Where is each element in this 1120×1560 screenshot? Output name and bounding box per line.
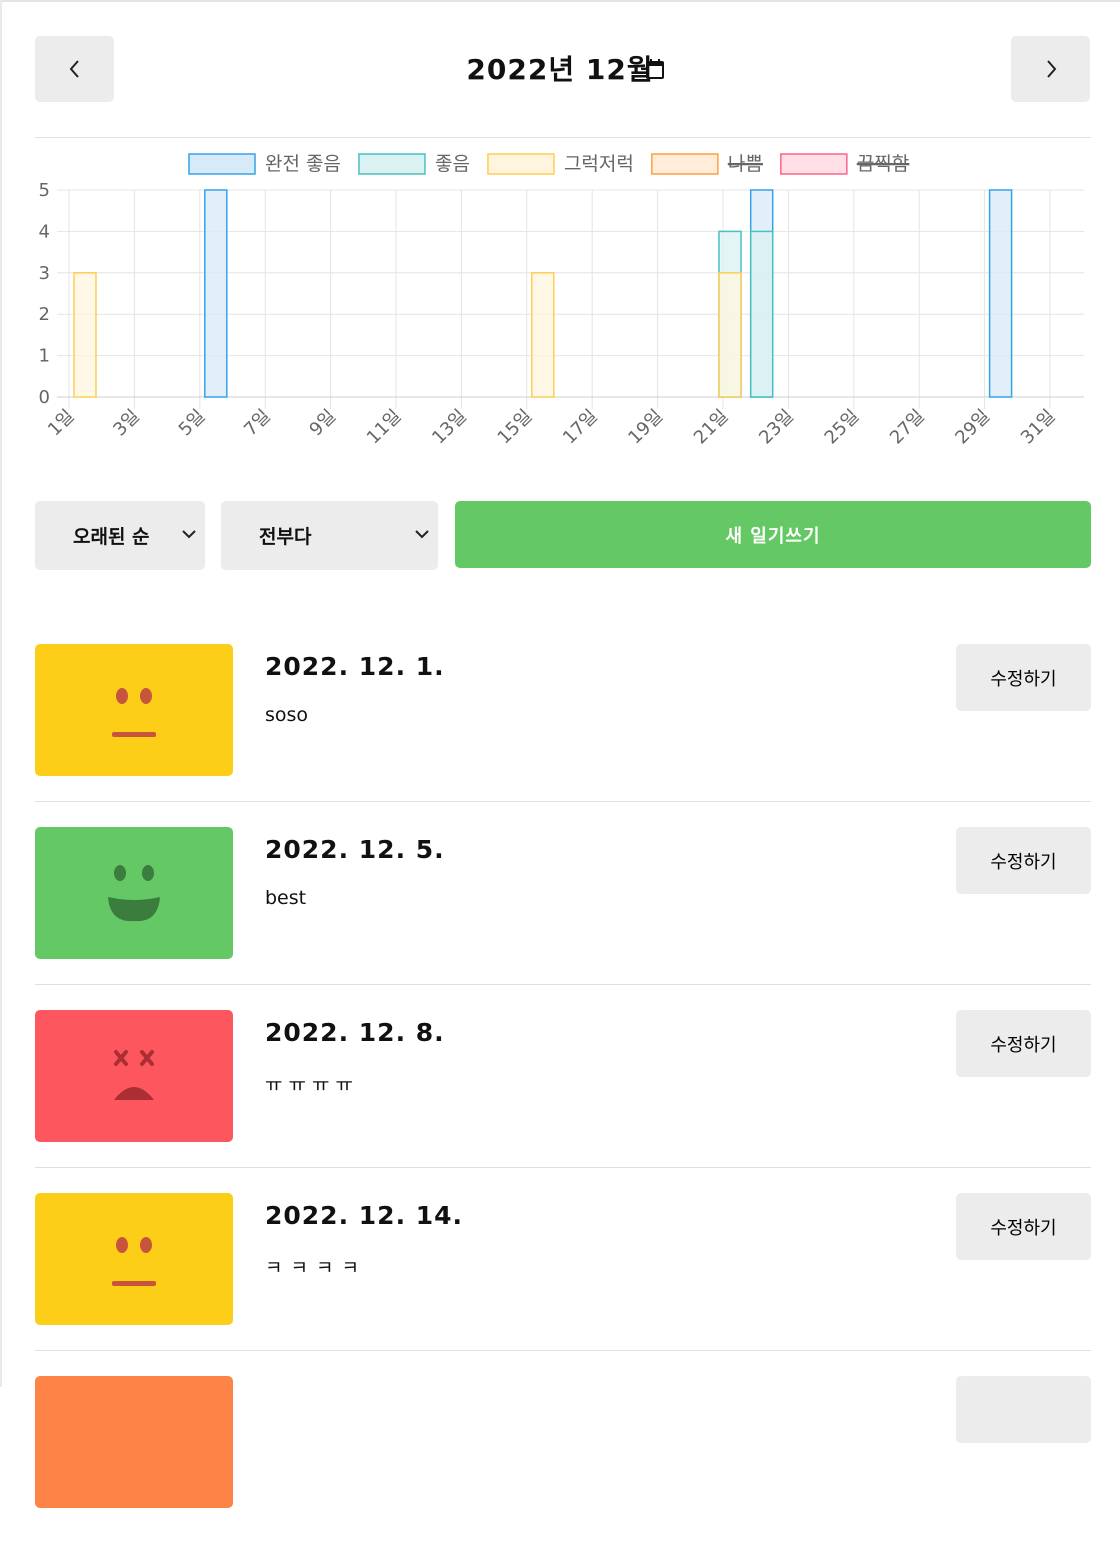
emotion-bar-chart: 0 1 2 3 4 5 1일 3일 5일 7일 9일 11일 13일 15일 17일 19일 21일 23일 25일… [39, 153, 1084, 449]
diary-content: best [265, 887, 307, 909]
edit-button[interactable]: 수정하기 [956, 827, 1091, 894]
diary-date: 2022. 12. 8. [265, 1018, 445, 1047]
x-tick-label: 21일 [690, 406, 733, 449]
diary-date: 2022. 12. 5. [265, 835, 445, 864]
y-tick-label: 0 [39, 387, 50, 408]
diary-content: ㅋㅋㅋㅋ [265, 1257, 367, 1279]
x-tick-label: 25일 [821, 406, 864, 449]
new-diary-button[interactable]: 새 일기쓰기 [455, 501, 1091, 568]
emotion-filter-value: 전부다 [259, 526, 312, 548]
x-tick-label: 13일 [428, 406, 471, 449]
y-tick-label: 3 [39, 263, 50, 284]
legend-label: 그럭저럭 [564, 153, 634, 175]
x-tick-label: 27일 [886, 406, 929, 449]
diary-item[interactable]: 2022. 12. 14. ㅋㅋㅋㅋ 수정하기 [35, 1193, 1091, 1377]
chevron-down-icon [182, 530, 196, 539]
sort-order-select[interactable]: 오래된 순 [35, 501, 205, 570]
diary-item[interactable]: 2022. 12. 5. best 수정하기 [35, 827, 1091, 1011]
emotion-badge[interactable] [35, 1193, 233, 1325]
bad-face-icon [104, 1412, 164, 1472]
emotion-badge[interactable] [35, 644, 233, 776]
bar [749, 230, 774, 398]
header-divider [35, 137, 1091, 138]
emotion-badge[interactable] [35, 1376, 233, 1508]
legend-swatch [188, 153, 256, 175]
calendar-icon[interactable] [645, 58, 665, 80]
emotion-filter-select[interactable]: 전부다 [221, 501, 438, 570]
item-divider [35, 984, 1091, 985]
chevron-down-icon [415, 530, 429, 539]
item-divider [35, 1350, 1091, 1351]
legend-label: 좋음 [435, 153, 470, 175]
legend-swatch [358, 153, 426, 175]
next-month-button[interactable] [1011, 36, 1090, 102]
diary-content: ㅠㅠㅠㅠ [265, 1074, 359, 1096]
x-tick-label: 19일 [624, 406, 667, 449]
x-tick-label: 17일 [559, 406, 602, 449]
x-tick-label: 11일 [363, 406, 406, 449]
diary-item[interactable] [35, 1376, 1091, 1560]
neutral-face-icon [112, 688, 156, 737]
emotion-badge[interactable] [35, 1010, 233, 1142]
diary-content: soso [265, 704, 309, 726]
legend-swatch [487, 153, 555, 175]
terrible-face-icon [114, 1050, 154, 1100]
item-divider [35, 1167, 1091, 1168]
edit-button[interactable]: 수정하기 [956, 644, 1091, 711]
x-tick-label: 1일 [44, 406, 79, 441]
x-tick-label: 31일 [1017, 406, 1060, 449]
x-tick-label: 29일 [951, 406, 994, 449]
diary-date: 2022. 12. 14. [265, 1201, 464, 1230]
x-tick-label: 7일 [240, 406, 275, 441]
y-tick-label: 4 [39, 221, 50, 242]
edit-button[interactable] [956, 1376, 1091, 1443]
diary-item[interactable]: 2022. 12. 8. ㅠㅠㅠㅠ 수정하기 [35, 1010, 1091, 1194]
chevron-right-icon [1046, 60, 1056, 78]
diary-item[interactable]: 2022. 12. 1. soso 수정하기 [35, 644, 1091, 828]
x-tick-label: 9일 [305, 406, 340, 441]
bar [988, 189, 1013, 398]
edit-button[interactable]: 수정하기 [956, 1010, 1091, 1077]
chevron-left-icon [69, 60, 79, 78]
sort-order-value: 오래된 순 [73, 526, 150, 548]
x-tick-label: 23일 [755, 406, 798, 449]
prev-month-button[interactable] [35, 36, 114, 102]
window-top-border [0, 0, 1120, 2]
x-tick-label: 15일 [494, 406, 537, 449]
edit-button[interactable]: 수정하기 [956, 1193, 1091, 1260]
bar [204, 189, 228, 398]
emotion-badge[interactable] [35, 827, 233, 959]
bar [73, 272, 97, 398]
item-divider [35, 801, 1091, 802]
happy-face-icon [108, 865, 160, 922]
legend-swatch [651, 153, 719, 175]
neutral-face-icon [112, 1237, 156, 1286]
y-tick-label: 1 [39, 346, 50, 367]
diary-date: 2022. 12. 1. [265, 652, 445, 681]
page-title: 2022년 12월 [466, 53, 654, 86]
legend-label: 완전 좋음 [265, 153, 341, 175]
y-tick-label: 2 [39, 304, 50, 325]
window-left-border [0, 0, 2, 1387]
x-tick-label: 3일 [109, 406, 144, 441]
bar [718, 272, 742, 398]
bar [531, 272, 555, 398]
x-tick-label: 5일 [175, 406, 210, 441]
y-tick-label: 5 [39, 180, 50, 201]
legend-swatch [780, 153, 848, 175]
